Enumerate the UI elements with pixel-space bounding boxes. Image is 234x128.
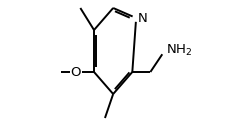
Text: NH$_2$: NH$_2$	[166, 42, 193, 58]
Text: O: O	[71, 66, 81, 78]
Text: N: N	[138, 12, 147, 24]
